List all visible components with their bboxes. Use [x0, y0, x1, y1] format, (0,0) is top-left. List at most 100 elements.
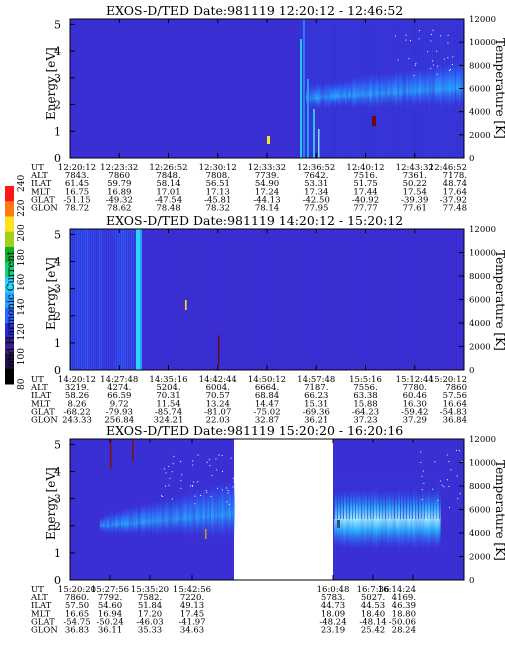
spike [140, 229, 142, 370]
y-tick-label: 3 [54, 493, 61, 506]
striation [418, 479, 419, 519]
ephemeris-value: 12:46:52 [429, 163, 467, 173]
energy-band-column [373, 487, 375, 551]
energy-band-column [355, 76, 358, 109]
energy-band-column [205, 487, 207, 536]
y-right-tick-label: 10000 [469, 249, 496, 259]
energy-band-column [388, 488, 390, 550]
ephemeris-value: 15.31 [304, 399, 328, 409]
striation [382, 479, 383, 519]
speckle [413, 75, 415, 77]
y-tick-label: 2 [54, 520, 61, 533]
ephemeris-value: 77.77 [353, 204, 377, 214]
y-right-tick-label: 6000 [469, 85, 491, 95]
ephemeris-label: GLAT [31, 195, 55, 205]
energy-band-column [152, 500, 155, 536]
ephemeris-value: 12:23:32 [100, 163, 138, 173]
ephemeris-value: 7843. [65, 171, 89, 181]
speckle [180, 480, 182, 482]
energy-band-column [436, 63, 439, 108]
speckle [405, 39, 407, 41]
colorbar-segment [5, 353, 14, 370]
speckle [427, 51, 429, 53]
ephemeris-value: 36.21 [304, 416, 328, 426]
energy-band-column [392, 491, 395, 548]
speckle [193, 481, 195, 483]
speckle [430, 67, 432, 69]
texture-stripe [405, 229, 406, 370]
energy-band-column [415, 68, 418, 106]
texture-stripe [153, 229, 154, 370]
energy-band-column [136, 504, 138, 536]
ephemeris-label: ILAT [31, 179, 52, 189]
texture-stripe [432, 229, 433, 370]
energy-band-column [430, 66, 433, 106]
ephemeris-value: 32.87 [255, 416, 279, 426]
striation [121, 229, 123, 370]
energy-band-column [433, 65, 436, 106]
texture-stripe [333, 229, 334, 370]
speckle [205, 490, 207, 492]
energy-band-column [379, 73, 382, 107]
ephemeris-value: 7556. [353, 383, 377, 393]
speckle [206, 461, 208, 463]
energy-band-column [355, 488, 357, 550]
texture-stripe [180, 229, 181, 370]
y-tick-label: 1 [54, 547, 61, 560]
panel-2-title: EXOS-D/TED Date:981119 14:20:12 - 15:20:… [106, 213, 403, 228]
y-tick-label: 4 [54, 256, 61, 269]
striation [133, 229, 135, 370]
energy-band-column [145, 504, 147, 534]
ephemeris-value: 46.39 [392, 601, 416, 611]
energy-band-column [416, 490, 419, 548]
speckle [191, 485, 193, 487]
y-tick-label: 0 [54, 364, 61, 377]
energy-band-column [410, 491, 413, 547]
energy-band-column [460, 62, 463, 105]
ephemeris-value: 37.29 [403, 416, 427, 426]
ephemeris-value: 58.26 [65, 391, 89, 401]
energy-band-column [194, 491, 197, 535]
texture-stripe [357, 229, 358, 370]
striation [415, 479, 416, 519]
y-tick-label: 3 [54, 72, 61, 85]
energy-band-column [318, 81, 320, 110]
panel-2-features [71, 229, 463, 370]
energy-band-column [428, 487, 431, 551]
ephemeris-value: 23.19 [321, 626, 345, 636]
speckle [440, 35, 442, 37]
speckle [230, 457, 232, 459]
ephemeris-value: 51.75 [353, 179, 377, 189]
energy-band-column [457, 60, 460, 107]
ephemeris-value: -47.54 [155, 195, 182, 205]
texture-stripe [423, 229, 424, 370]
striation [376, 479, 377, 519]
speckle [171, 471, 173, 473]
speckle [408, 58, 410, 60]
texture-stripe [156, 229, 157, 370]
energy-band-column [226, 481, 228, 537]
energy-band-column [434, 488, 437, 550]
energy-band-column [134, 504, 137, 536]
colorbar-segment [5, 338, 14, 355]
ephemeris-value: 9.72 [110, 399, 129, 409]
energy-band-column [328, 79, 331, 110]
texture-stripe [372, 229, 373, 370]
texture-stripe [324, 229, 325, 370]
energy-band-column [232, 479, 234, 538]
striation [89, 229, 91, 370]
texture-stripe [393, 229, 394, 370]
colorbar-tick-label: 220 [17, 199, 27, 216]
ephemeris-value: 78.48 [156, 204, 180, 214]
y-right-tick-label: 4000 [469, 108, 491, 118]
energy-band-column [107, 513, 110, 534]
ephemeris-label: ALT [30, 171, 48, 181]
texture-stripe [249, 229, 250, 370]
speckle [221, 455, 223, 457]
speckle [192, 464, 194, 466]
speckle [226, 501, 228, 503]
ephemeris-value: 15.88 [353, 399, 377, 409]
texture-stripe [264, 229, 265, 370]
energy-band-column [370, 74, 373, 108]
energy-band-column [447, 62, 449, 107]
